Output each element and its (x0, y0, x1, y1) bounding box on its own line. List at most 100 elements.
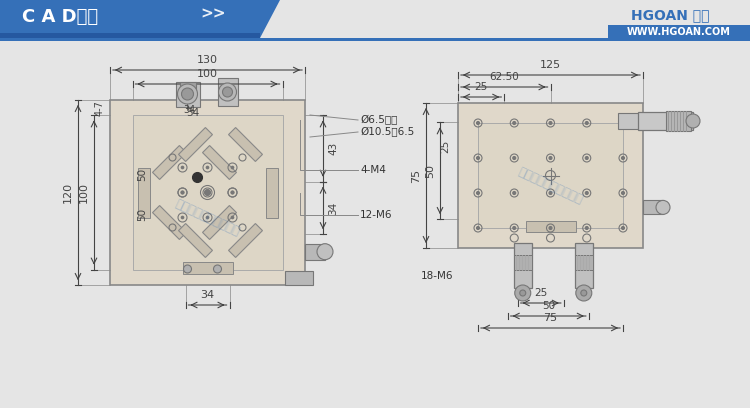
Polygon shape (202, 146, 236, 180)
Circle shape (513, 122, 516, 124)
Text: HGOAN 衡工: HGOAN 衡工 (631, 8, 710, 22)
Circle shape (231, 166, 234, 169)
Circle shape (514, 285, 531, 301)
Circle shape (476, 122, 479, 124)
Circle shape (549, 191, 552, 195)
Polygon shape (0, 0, 280, 38)
Text: 50: 50 (137, 208, 148, 221)
Polygon shape (178, 224, 212, 257)
Bar (133, 115, 283, 270)
Circle shape (206, 216, 209, 219)
Bar (182, 262, 232, 274)
Bar (478, 123, 623, 228)
Bar (285, 271, 313, 285)
Circle shape (231, 216, 234, 219)
Bar (458, 103, 643, 248)
Circle shape (184, 265, 191, 273)
Text: 62.50: 62.50 (489, 72, 519, 82)
Circle shape (182, 88, 194, 100)
Text: 50: 50 (542, 301, 555, 311)
Circle shape (580, 290, 586, 296)
Text: C A D图纸: C A D图纸 (22, 8, 98, 26)
Text: 34: 34 (328, 201, 338, 215)
Polygon shape (178, 128, 212, 162)
Text: 北京衡工仪器有限公司: 北京衡工仪器有限公司 (516, 165, 585, 206)
Circle shape (576, 285, 592, 301)
Circle shape (231, 191, 234, 194)
Circle shape (622, 191, 625, 195)
Text: 25: 25 (534, 288, 548, 298)
Text: 34: 34 (186, 108, 200, 118)
Text: 75: 75 (411, 169, 421, 182)
Text: 43: 43 (328, 142, 338, 155)
Text: 34: 34 (200, 290, 214, 300)
Bar (638, 112, 693, 130)
Circle shape (231, 191, 234, 194)
Circle shape (622, 122, 625, 124)
Bar (179, 82, 196, 90)
Polygon shape (0, 33, 260, 38)
Circle shape (214, 265, 221, 273)
Circle shape (181, 166, 184, 169)
Circle shape (178, 84, 197, 104)
Bar (666, 111, 691, 131)
Text: Ø10.5深6.5: Ø10.5深6.5 (360, 127, 414, 137)
Circle shape (686, 114, 700, 128)
Circle shape (549, 122, 552, 124)
Circle shape (193, 173, 202, 182)
Text: 34: 34 (183, 105, 196, 115)
Circle shape (549, 226, 552, 229)
Circle shape (513, 191, 516, 195)
Text: Ø6.5沉孔: Ø6.5沉孔 (360, 115, 398, 125)
Circle shape (585, 122, 588, 124)
Polygon shape (229, 128, 262, 162)
Text: 50: 50 (425, 164, 435, 177)
Text: 100: 100 (79, 182, 89, 203)
Circle shape (585, 191, 588, 195)
Circle shape (513, 226, 516, 229)
Circle shape (206, 166, 209, 169)
Text: 18-M6: 18-M6 (421, 271, 453, 281)
Circle shape (476, 157, 479, 160)
Bar (514, 255, 532, 270)
Circle shape (206, 191, 209, 194)
Circle shape (513, 157, 516, 160)
Bar (176, 82, 200, 107)
Text: 75: 75 (544, 313, 557, 323)
Bar (266, 168, 278, 217)
Text: 4-M4: 4-M4 (360, 165, 386, 175)
Circle shape (317, 244, 333, 260)
Bar (574, 255, 592, 270)
Circle shape (181, 191, 184, 194)
Bar (574, 243, 592, 288)
Circle shape (205, 189, 211, 195)
Polygon shape (202, 206, 236, 239)
Bar (305, 244, 325, 260)
Circle shape (585, 157, 588, 160)
Text: 130: 130 (197, 55, 218, 65)
Text: >>: >> (200, 7, 226, 22)
Bar (217, 78, 238, 106)
Text: 100: 100 (197, 69, 218, 79)
Bar (526, 221, 575, 232)
Bar (514, 243, 532, 288)
Polygon shape (152, 146, 187, 180)
Circle shape (622, 226, 625, 229)
Bar (643, 200, 663, 214)
Text: 120: 120 (63, 182, 73, 203)
Circle shape (181, 191, 184, 194)
Polygon shape (152, 206, 187, 239)
Text: 北京衡工仪器有限公司: 北京衡工仪器有限公司 (173, 197, 242, 238)
Text: WWW.HGOAN.COM: WWW.HGOAN.COM (627, 27, 731, 37)
Text: 25: 25 (475, 82, 488, 92)
Circle shape (622, 157, 625, 160)
Circle shape (223, 87, 232, 97)
Circle shape (476, 226, 479, 229)
Bar (608, 25, 750, 39)
Text: 25: 25 (440, 140, 450, 153)
Circle shape (656, 200, 670, 214)
Text: 50: 50 (137, 168, 148, 181)
Circle shape (585, 226, 588, 229)
Bar (0, 38, 750, 41)
Circle shape (476, 191, 479, 195)
